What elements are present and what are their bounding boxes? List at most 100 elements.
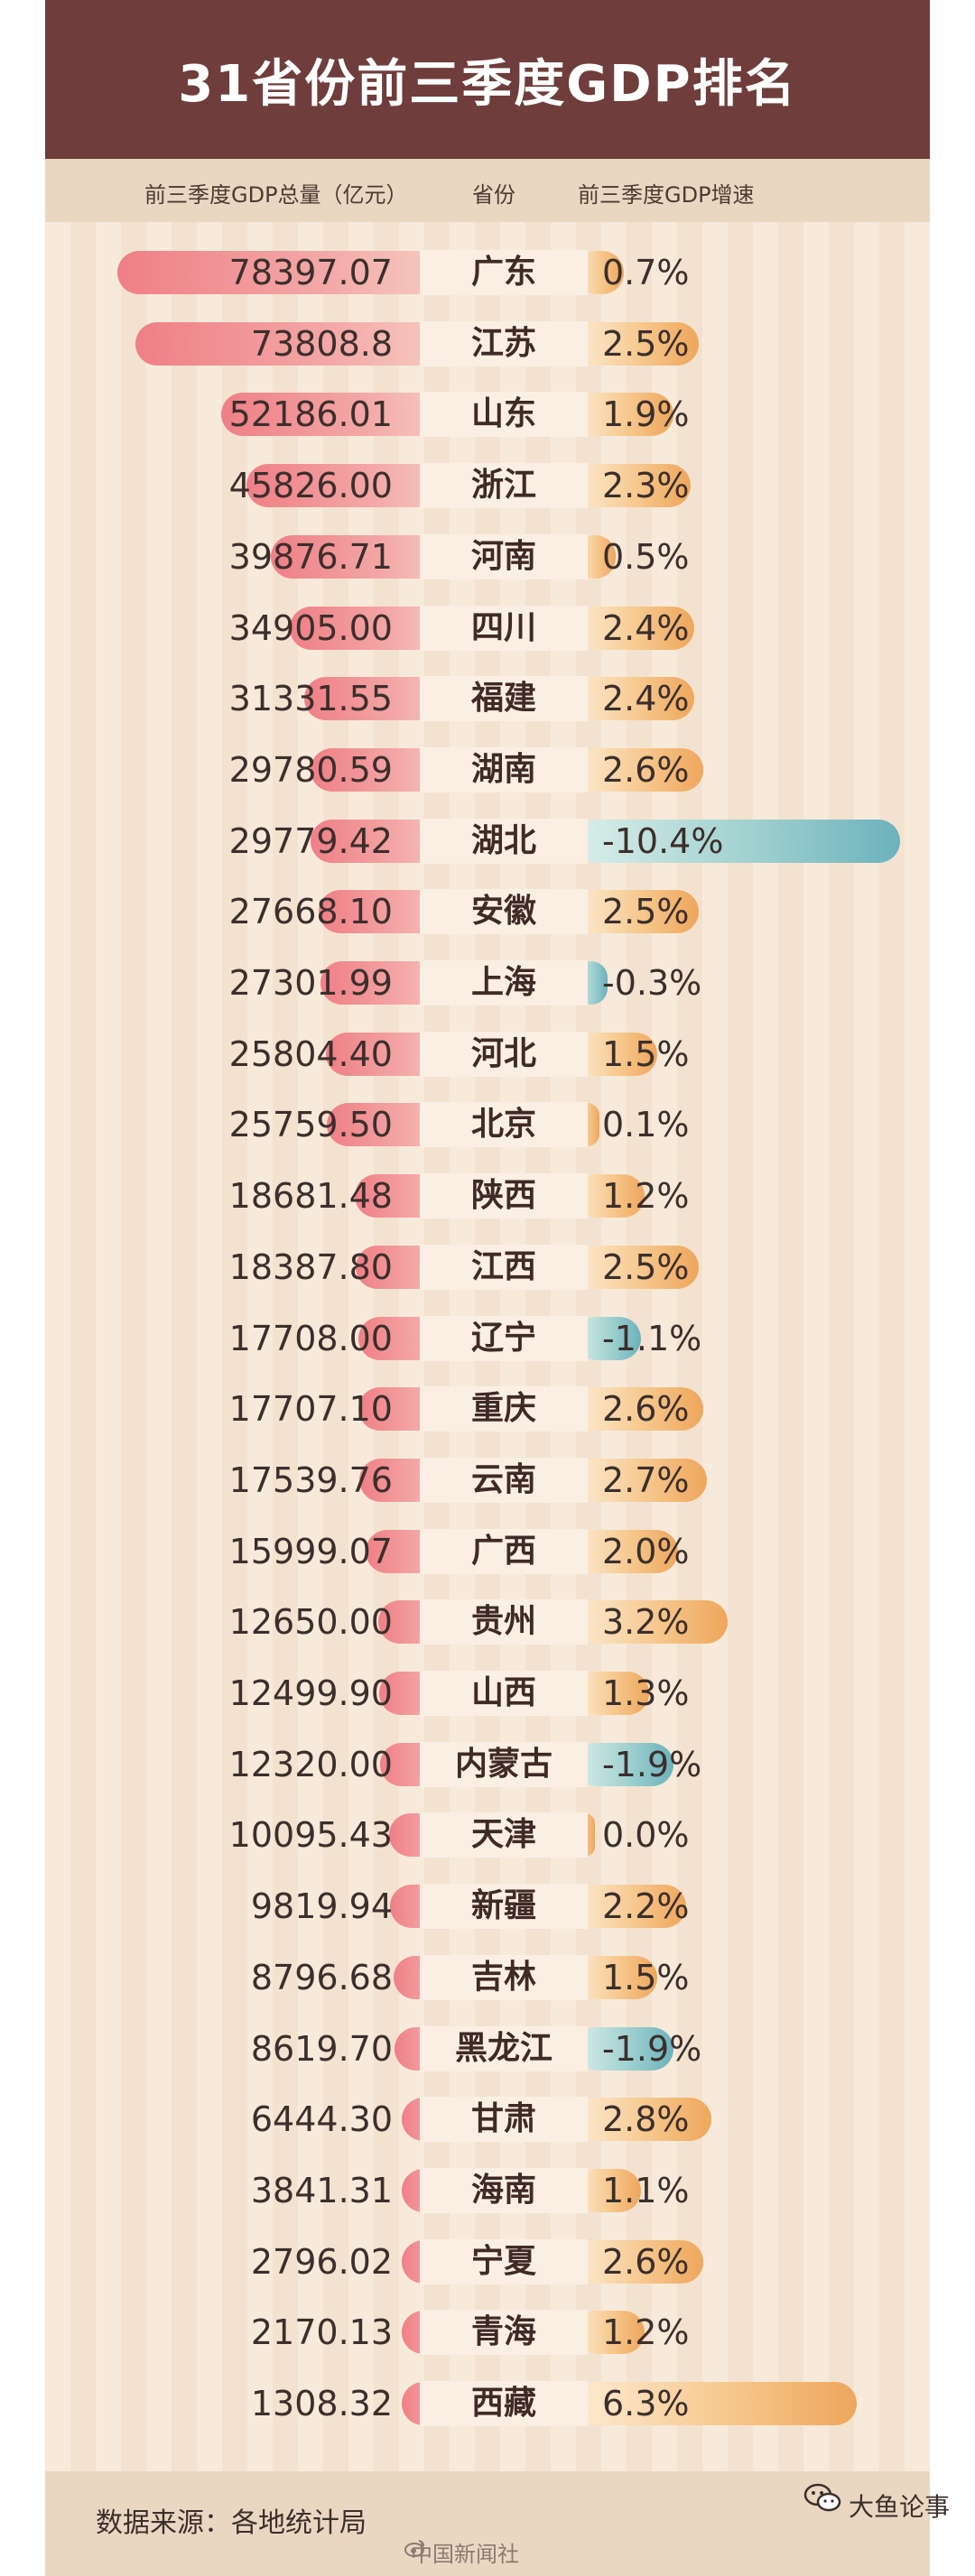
growth-value-label: 1.3%	[602, 1673, 690, 1713]
gdp-column-header: 前三季度GDP总量（亿元）	[144, 182, 408, 208]
growth-value-label: -1.1%	[602, 1318, 702, 1358]
chart-row: 江西 18387.80 2.5%	[0, 1232, 975, 1302]
province-box	[420, 533, 588, 579]
province-label: 浙江	[470, 467, 536, 505]
growth-value-label: 3.2%	[602, 1602, 690, 1643]
page-title: 31省份前三季度GDP排名	[178, 54, 797, 114]
chart-row: 河南 39876.71 0.5%	[0, 522, 975, 592]
gdp-value-label: 8619.70	[250, 2028, 393, 2069]
chart-row: 重庆 17707.10 2.6%	[0, 1374, 975, 1444]
gdp-value-label: 52186.01	[228, 394, 393, 435]
chart-row: 贵州 12650.00 3.2%	[0, 1587, 975, 1657]
chart-row: 西藏 1308.32 6.3%	[0, 2368, 975, 2439]
growth-bar	[575, 2382, 857, 2425]
province-box	[420, 1741, 588, 1787]
growth-value-label: 6.3%	[602, 2384, 690, 2423]
gdp-value-label: 29780.59	[228, 749, 393, 790]
province-label: 天津	[470, 1816, 536, 1854]
growth-value-label: 1.1%	[602, 2170, 690, 2210]
gdp-value-label: 18387.80	[228, 1246, 393, 1287]
province-label: 河南	[470, 537, 536, 575]
chart-row: 青海 2170.13 1.2%	[0, 2297, 975, 2368]
province-box	[420, 2167, 588, 2213]
gdp-value-label: 9819.94	[250, 1886, 393, 1927]
growth-value-label: 2.6%	[602, 2241, 690, 2282]
growth-value-label: 1.5%	[602, 1957, 690, 1997]
growth-bar	[575, 890, 699, 934]
gdp-bar	[221, 393, 456, 437]
province-box	[420, 1244, 588, 1290]
growth-bar	[575, 1529, 678, 1573]
province-label: 吉林	[470, 1958, 536, 1996]
province-label: 辽宁	[470, 1319, 536, 1357]
province-box	[420, 463, 588, 509]
growth-value-label: 0.5%	[602, 536, 690, 577]
province-box	[420, 1386, 588, 1432]
growth-value-label: 2.4%	[602, 607, 690, 648]
province-label: 新疆	[470, 1887, 536, 1925]
growth-value-label: -10.4%	[602, 820, 724, 861]
growth-bar	[575, 321, 699, 366]
chart-row: 新疆 9819.94 2.2%	[0, 1871, 975, 1941]
province-label: 湖北	[470, 821, 536, 859]
province-box	[420, 2310, 588, 2356]
province-box	[420, 1315, 588, 1361]
gdp-value-label: 29779.42	[228, 820, 393, 861]
chart-row: 甘肃 6444.30 2.8%	[0, 2084, 975, 2154]
gdp-value-label: 27668.10	[228, 892, 393, 932]
growth-value-label: -0.3%	[602, 963, 702, 1003]
gdp-value-label: 73808.8	[250, 323, 393, 364]
growth-value-label: 1.2%	[602, 1176, 690, 1217]
gdp-value-label: 2170.13	[250, 2312, 393, 2353]
gdp-value-label: 15999.07	[228, 1531, 393, 1571]
province-box	[420, 1031, 588, 1077]
growth-value-label: 2.4%	[602, 679, 690, 719]
growth-value-label: 2.8%	[602, 2099, 690, 2140]
growth-bar	[575, 747, 703, 792]
growth-value-label: 2.5%	[602, 323, 690, 364]
province-label: 安徽	[470, 893, 536, 931]
chart-row: 四川 34905.00 2.4%	[0, 593, 975, 663]
province-box	[420, 250, 588, 295]
province-label: 宁夏	[470, 2242, 536, 2280]
gdp-bar	[117, 251, 456, 294]
province-box	[420, 1599, 588, 1645]
gdp-value-label: 12499.90	[228, 1673, 393, 1713]
growth-value-label: 2.3%	[602, 466, 690, 506]
province-label: 江苏	[470, 324, 536, 362]
province-label: 内蒙古	[454, 1745, 552, 1783]
gdp-value-label: 34905.00	[228, 607, 393, 648]
growth-value-label: 0.0%	[602, 1815, 690, 1856]
growth-bar	[575, 2026, 674, 2071]
province-box	[420, 2238, 588, 2284]
gdp-value-label: 78397.07	[228, 253, 393, 292]
gdp-value-label: 18681.48	[228, 1176, 393, 1217]
gdp-value-label: 3841.31	[250, 2170, 393, 2210]
growth-bar	[575, 606, 695, 650]
province-label: 甘肃	[470, 2100, 536, 2138]
credit-text: 中国新闻社	[411, 2542, 519, 2567]
growth-column-header: 前三季度GDP增速	[578, 182, 755, 208]
province-label: 云南	[470, 1460, 536, 1498]
gdp-value-label: 12650.00	[228, 1602, 393, 1643]
province-label: 上海	[470, 964, 536, 1001]
gdp-value-label: 39876.71	[228, 536, 393, 577]
province-label: 北京	[470, 1106, 536, 1144]
province-label: 重庆	[470, 1390, 536, 1428]
gdp-value-label: 31331.55	[228, 679, 393, 719]
growth-value-label: -1.9%	[602, 2028, 702, 2069]
gdp-bar	[135, 321, 456, 366]
growth-bar	[575, 1955, 657, 1999]
province-label: 陕西	[470, 1177, 536, 1215]
gdp-value-label: 17708.00	[228, 1318, 393, 1358]
province-label: 贵州	[470, 1603, 536, 1641]
province-label: 福建	[470, 680, 536, 718]
growth-value-label: 0.1%	[602, 1105, 690, 1145]
growth-value-label: 1.9%	[602, 394, 690, 435]
growth-bar	[575, 2098, 711, 2142]
gdp-value-label: 10095.43	[228, 1815, 393, 1856]
chart-row: 陕西 18681.48 1.2%	[0, 1161, 975, 1231]
chart-row: 辽宁 17708.00 -1.1%	[0, 1303, 975, 1374]
growth-value-label: 0.7%	[602, 253, 690, 292]
province-box	[420, 1812, 588, 1858]
